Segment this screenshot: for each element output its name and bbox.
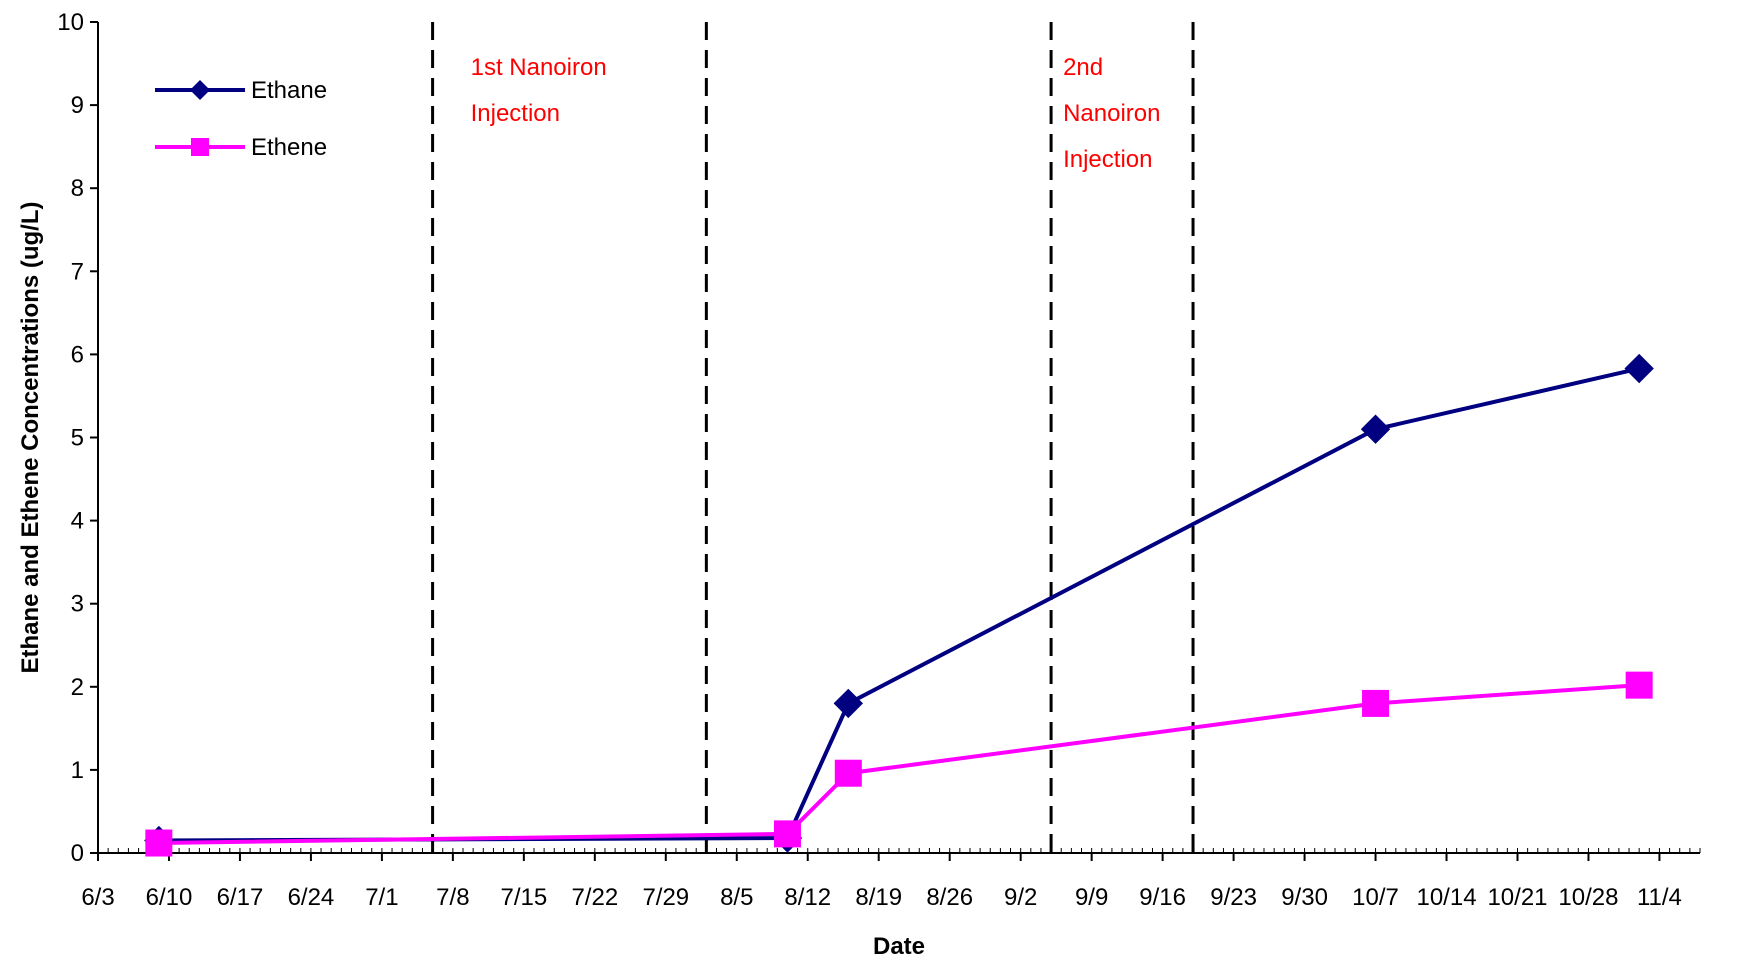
- x-tick-label: 6/24: [288, 884, 335, 911]
- annotation-line: Injection: [471, 100, 560, 127]
- x-tick-label: 7/22: [571, 884, 618, 911]
- y-tick-label: 7: [71, 258, 84, 285]
- legend-item-ethene: Ethene: [155, 134, 327, 161]
- legend-diamond-marker: [190, 80, 210, 100]
- x-tick-label: 7/1: [365, 884, 398, 911]
- x-tick-label: 9/16: [1139, 884, 1186, 911]
- x-tick-label: 10/21: [1487, 884, 1547, 911]
- legend-item-ethane: Ethane: [155, 77, 327, 104]
- series-line-ethene: [158, 683, 1640, 846]
- series-group: [144, 353, 1654, 857]
- ethene-point: [773, 820, 801, 848]
- legend-label: Ethane: [251, 77, 327, 104]
- x-tick-label: 7/8: [436, 884, 469, 911]
- annotations: 1st Nanoiron Injection 2nd Nanoiron Injectio…: [471, 54, 1161, 173]
- y-tick-label: 3: [71, 591, 84, 618]
- legend: Ethane Ethene: [155, 77, 327, 161]
- series-ethane: [158, 366, 1640, 843]
- x-tick-label: 8/5: [720, 884, 753, 911]
- ethane-point: [833, 688, 864, 719]
- injection-annotation: 1st Nanoiron Injection: [471, 54, 607, 127]
- y-tick-label: 10: [57, 9, 84, 36]
- annotation-line: 1st Nanoiron: [471, 54, 607, 81]
- y-tick-label: 2: [71, 674, 84, 701]
- markers-ethane: [144, 353, 1654, 856]
- x-tick-label: 9/23: [1210, 884, 1257, 911]
- x-tick-label: 6/3: [81, 884, 114, 911]
- x-tick-label: 8/26: [926, 884, 973, 911]
- ethene-point: [1362, 689, 1390, 717]
- y-tick-label: 8: [71, 175, 84, 202]
- y-tick-label: 5: [71, 425, 84, 452]
- ethane-point: [1624, 353, 1654, 384]
- y-tick-label: 1: [71, 757, 84, 784]
- y-tick-label: 9: [71, 92, 84, 119]
- x-tick-label: 9/9: [1075, 884, 1108, 911]
- x-tick-label: 10/28: [1558, 884, 1618, 911]
- x-tick-label: 8/19: [855, 884, 902, 911]
- x-tick-label: 11/4: [1637, 884, 1682, 911]
- injection-annotation: 2nd Nanoiron Injection: [1063, 54, 1160, 173]
- x-tick-label: 7/29: [642, 884, 689, 911]
- markers-ethene: [145, 671, 1653, 857]
- y-axis-title: Ethane and Ethene Concentrations (ug/L): [17, 201, 44, 673]
- annotation-line: Injection: [1063, 146, 1152, 173]
- axes: [97, 22, 1700, 854]
- x-tick-label: 9/30: [1281, 884, 1328, 911]
- ethene-point: [1625, 671, 1653, 699]
- ethene-point: [145, 829, 173, 857]
- annotation-line: 2nd: [1063, 54, 1103, 81]
- x-tick-label: 6/10: [146, 884, 193, 911]
- annotation-line: Nanoiron: [1063, 100, 1160, 127]
- y-tick-label: 4: [71, 508, 84, 535]
- x-tick-label: 10/7: [1352, 884, 1399, 911]
- x-tick-label: 7/15: [500, 884, 547, 911]
- legend-label: Ethene: [251, 134, 327, 161]
- x-tick-label: 8/12: [784, 884, 831, 911]
- x-tick-label: 10/14: [1416, 884, 1476, 911]
- x-tick-label: 9/2: [1004, 884, 1037, 911]
- x-tick-label: 6/17: [217, 884, 264, 911]
- y-tick-label: 0: [71, 840, 84, 867]
- x-tick-labels: 6/3 6/10 6/17 6/24 7/1 7/8 7/15 7/22 7/29 8/5 8/12…: [81, 853, 1682, 911]
- y-tick-label: 6: [71, 341, 84, 368]
- series-line-ethane: [158, 366, 1640, 843]
- ethane-point: [1360, 414, 1391, 444]
- y-tick-labels: 0 1 2 3 4 5 6 7 8 9 10: [57, 9, 98, 867]
- series-ethene: [158, 683, 1640, 846]
- legend-square-marker: [191, 138, 209, 156]
- x-axis-title: Date: [873, 933, 925, 960]
- ethene-point: [834, 759, 862, 787]
